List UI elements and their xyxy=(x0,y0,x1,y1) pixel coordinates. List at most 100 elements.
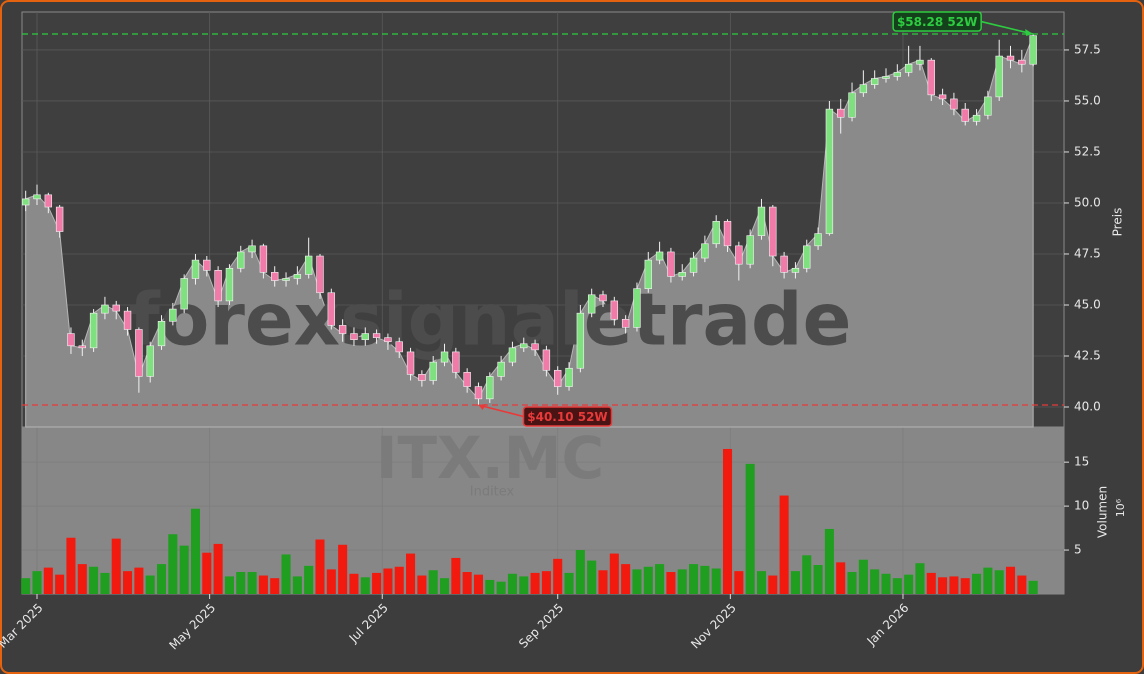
volume-bar xyxy=(813,564,823,594)
volume-bar xyxy=(892,578,902,594)
candle-body xyxy=(678,272,686,277)
candle-body xyxy=(735,245,743,265)
candle-body xyxy=(814,233,822,247)
candle-body xyxy=(452,351,460,373)
volume-bar xyxy=(66,537,76,594)
company-watermark: Inditex xyxy=(470,485,515,500)
volume-bar xyxy=(643,566,653,594)
candle-body xyxy=(599,294,607,302)
volume-bar xyxy=(338,544,348,594)
y-tick-label: 57.5 xyxy=(1074,42,1101,56)
candle-body xyxy=(757,206,766,236)
volume-bar xyxy=(372,572,382,594)
y2-tick-label: 15 xyxy=(1074,455,1089,469)
volume-bar xyxy=(666,572,676,594)
volume-bar xyxy=(621,564,631,594)
volume-bar xyxy=(553,558,563,594)
volume-bar xyxy=(326,569,336,594)
candle-body xyxy=(21,198,30,206)
volume-bar xyxy=(224,576,234,594)
volume-bar xyxy=(134,567,144,594)
candle-body xyxy=(157,321,166,347)
volume-bar xyxy=(270,578,280,594)
annotation-arrow xyxy=(980,20,1034,35)
candle-body xyxy=(316,255,324,294)
candle-body xyxy=(972,114,981,122)
annotation-arrow xyxy=(478,404,524,418)
candle-body xyxy=(916,59,924,65)
annotation-label: $58.28 52W xyxy=(897,15,977,29)
candle-body xyxy=(180,278,188,310)
volume-bar xyxy=(1005,566,1016,594)
volume-bar xyxy=(168,534,178,594)
candle-body xyxy=(474,386,483,400)
candle-body xyxy=(870,78,879,85)
volume-bar xyxy=(972,573,982,594)
volume-bar xyxy=(349,573,359,594)
candle-body xyxy=(621,318,630,328)
y-tick-label: 55.0 xyxy=(1074,93,1101,107)
volume-bar xyxy=(190,508,201,594)
volume-bar xyxy=(858,559,868,594)
candle-body xyxy=(610,300,619,320)
candle-body xyxy=(520,343,528,349)
candle-body xyxy=(825,108,834,234)
volume-bar xyxy=(439,578,450,594)
volume-bar xyxy=(304,565,314,594)
candle-body xyxy=(769,206,777,257)
annotation-box xyxy=(522,406,613,427)
volume-bar xyxy=(21,578,31,594)
candle-body xyxy=(531,343,539,351)
candle-body xyxy=(1006,55,1015,61)
candle-body xyxy=(950,98,958,110)
volume-bar xyxy=(43,567,53,594)
annotation-arrowhead xyxy=(478,403,487,410)
volume-bar xyxy=(779,495,789,594)
y2-axis-label: Volumen xyxy=(1096,486,1110,538)
candle-body xyxy=(33,194,41,200)
y-tick-label: 42.5 xyxy=(1074,348,1101,362)
volume-bar xyxy=(711,568,721,594)
candle-body xyxy=(667,251,675,277)
volume-bar xyxy=(406,553,416,594)
volume-bar xyxy=(530,572,540,594)
volume-bar xyxy=(926,572,936,594)
volume-bar xyxy=(77,564,87,594)
volume-bar xyxy=(202,552,212,594)
volume-bar xyxy=(689,564,699,594)
candle-body xyxy=(203,259,211,271)
candle-body xyxy=(904,63,913,73)
candle-body xyxy=(701,243,709,259)
volume-bar xyxy=(473,574,484,594)
candle-body xyxy=(293,274,302,279)
candle-body xyxy=(225,267,234,302)
candle-body xyxy=(803,245,811,269)
volume-bar xyxy=(496,581,506,594)
y-tick-label: 47.5 xyxy=(1074,246,1101,260)
volume-bar xyxy=(994,570,1004,594)
volume-bar xyxy=(292,576,302,594)
volume-bar xyxy=(904,574,914,594)
volume-bar xyxy=(247,572,257,594)
candle-body xyxy=(112,304,120,312)
volume-bar xyxy=(734,571,744,594)
candle-body xyxy=(927,59,935,96)
candle-body xyxy=(384,337,392,343)
volume-bar xyxy=(790,571,800,594)
volume-bar xyxy=(156,564,167,594)
volume-bar xyxy=(123,571,133,594)
annotation-arrowhead xyxy=(1025,29,1034,37)
candle-body xyxy=(961,108,969,122)
watermark: forexsignaletrade xyxy=(129,278,852,362)
candle-body xyxy=(463,372,471,387)
y-tick-label: 52.5 xyxy=(1074,144,1101,158)
candle-body xyxy=(689,257,698,273)
candle-body xyxy=(372,333,381,338)
candle-body xyxy=(984,96,992,116)
candle-body xyxy=(271,272,279,281)
candle-body xyxy=(995,55,1003,98)
volume-bar xyxy=(960,578,970,594)
candle-body xyxy=(508,347,517,363)
symbol-watermark: ITX.MC xyxy=(376,424,604,492)
candle-body xyxy=(644,259,652,289)
